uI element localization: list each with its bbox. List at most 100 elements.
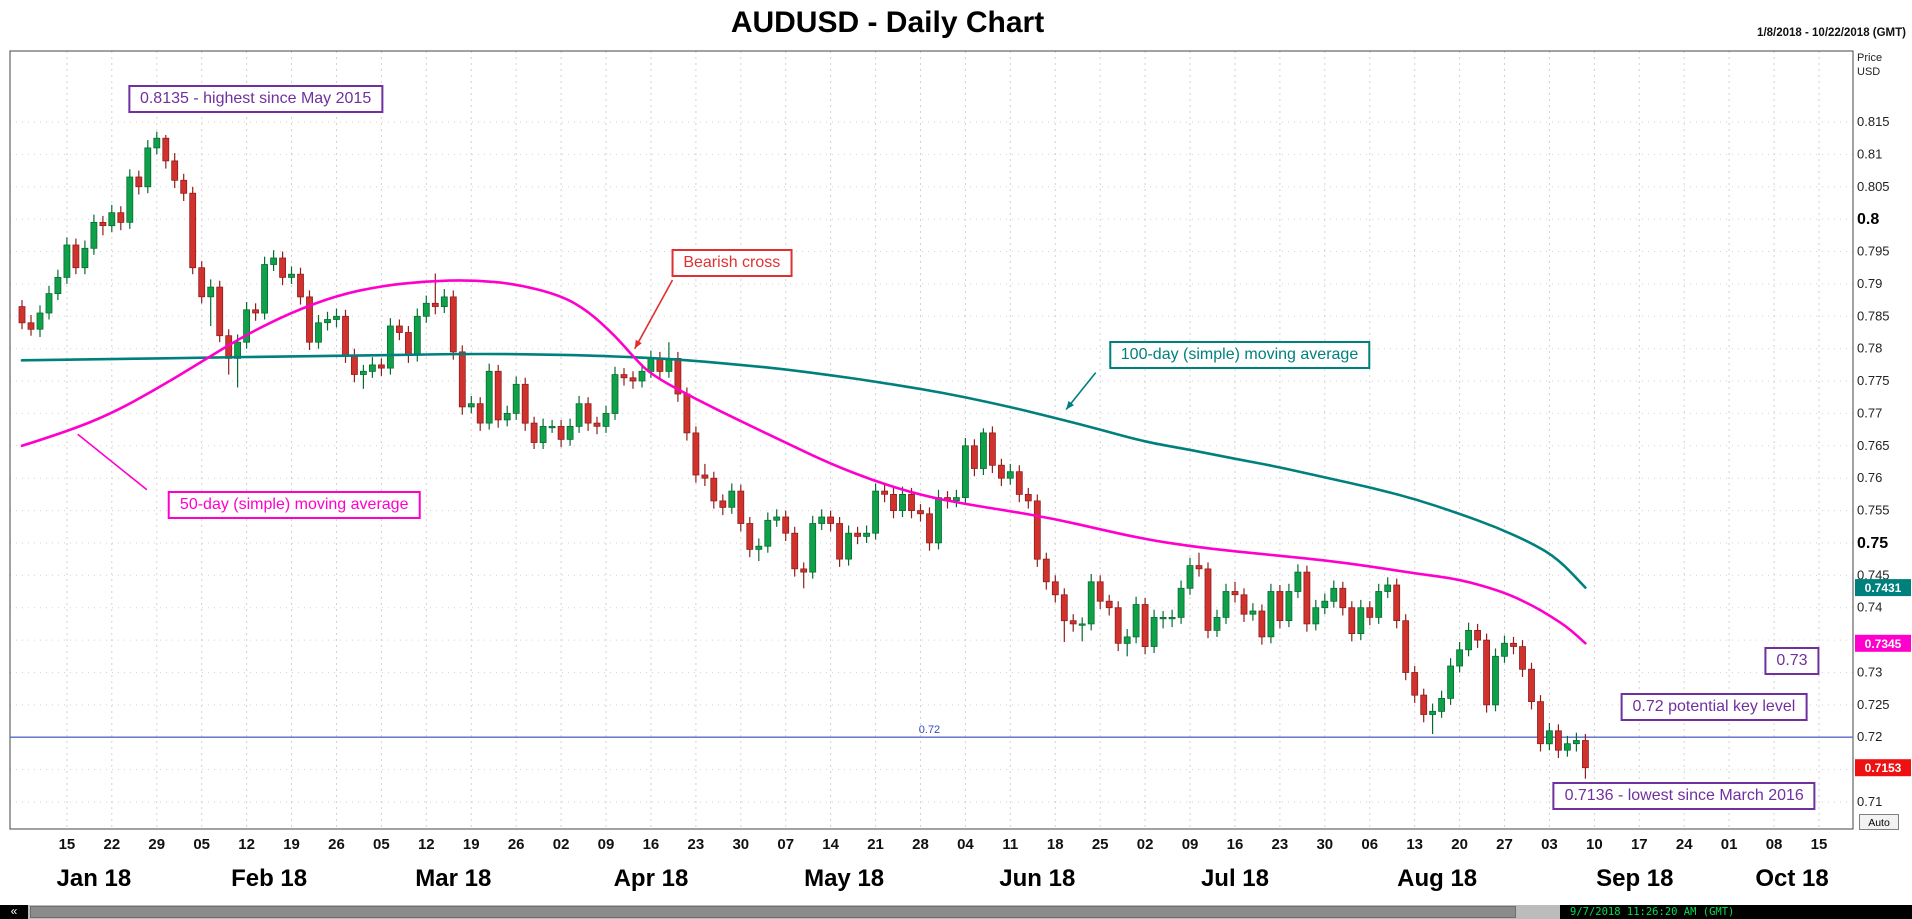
svg-text:27: 27 (1496, 836, 1513, 853)
candle (1222, 583, 1230, 624)
candle (1069, 614, 1077, 632)
status-timestamp: 9/7/2018 11:26:20 AM (GMT) (1560, 905, 1912, 919)
candle (1339, 581, 1347, 616)
candle (566, 418, 574, 446)
candle (926, 507, 933, 551)
candle (1249, 603, 1257, 621)
svg-text:Jan 18: Jan 18 (57, 865, 132, 892)
svg-text:Sep 18: Sep 18 (1596, 865, 1673, 892)
annotation-lowest[interactable]: 0.7136 - lowest since March 2016 (1552, 782, 1816, 811)
candle (1114, 601, 1122, 652)
ma100-line[interactable] (20, 352, 1587, 589)
svg-text:19: 19 (463, 836, 480, 853)
candle (1537, 695, 1544, 752)
annotation-level-073[interactable]: 0.73 (1764, 646, 1820, 675)
price-axis: 0.815 0.81 0.805 0.8 0.795 0.79 0.785 0.78 0.775… (1857, 114, 1890, 809)
candle (108, 204, 116, 233)
candle (1087, 574, 1095, 631)
candle (890, 487, 897, 519)
svg-text:0.7345: 0.7345 (1865, 637, 1902, 651)
candle (1024, 487, 1032, 509)
svg-text:03: 03 (1541, 836, 1558, 853)
svg-text:09: 09 (598, 836, 615, 853)
candle (854, 526, 861, 545)
svg-text:24: 24 (1676, 836, 1693, 853)
candle (1348, 601, 1356, 642)
svg-text:06: 06 (1361, 836, 1378, 853)
candle (368, 357, 376, 378)
candle (782, 510, 790, 541)
svg-text:0.77: 0.77 (1857, 405, 1882, 420)
annotation-ma100-label[interactable]: 100-day (simple) moving average (1108, 341, 1371, 370)
ma50-line[interactable] (20, 279, 1587, 645)
svg-text:0.73: 0.73 (1857, 664, 1882, 679)
grid-layer (10, 51, 1853, 829)
candle (440, 289, 448, 313)
candle (90, 214, 98, 255)
svg-text:23: 23 (688, 836, 705, 853)
candle (827, 510, 834, 532)
svg-text:0.78: 0.78 (1857, 341, 1882, 356)
candle (512, 376, 520, 420)
candle (557, 419, 565, 448)
candle (99, 215, 107, 236)
svg-text:0.725: 0.725 (1857, 697, 1890, 712)
candle (54, 269, 62, 301)
scrollbar-thumb[interactable] (30, 906, 1517, 918)
candle (467, 395, 475, 414)
candle (395, 319, 403, 341)
candle (1429, 703, 1436, 734)
candle (1186, 557, 1194, 595)
last-price-tag: 0.7153 (1855, 759, 1911, 777)
candle (189, 186, 197, 275)
candle (126, 169, 134, 229)
candle (1402, 614, 1410, 681)
candle (324, 311, 331, 331)
candle (1015, 465, 1023, 503)
svg-text:0.7431: 0.7431 (1865, 581, 1902, 595)
candle (809, 515, 817, 579)
axis-unit-price: Price (1857, 52, 1883, 64)
auto-scale-button[interactable]: Auto (1859, 814, 1899, 830)
annotation-ma50-label[interactable]: 50-day (simple) moving average (167, 490, 421, 519)
svg-text:12: 12 (238, 836, 255, 853)
candle (162, 135, 170, 169)
annotation-bearish-cross[interactable]: Bearish cross (671, 249, 793, 278)
candle (1555, 724, 1562, 758)
candle (252, 303, 260, 321)
svg-text:13: 13 (1406, 836, 1423, 853)
svg-text:Feb 18: Feb 18 (231, 865, 307, 892)
svg-text:Apr 18: Apr 18 (614, 865, 689, 892)
candle (386, 318, 394, 375)
svg-text:0.74: 0.74 (1857, 600, 1882, 615)
candle (333, 308, 340, 328)
horizontal-scrollbar: « 9/7/2018 11:26:20 AM (GMT) (0, 905, 1912, 919)
ma50-value-tag: 0.7345 (1855, 634, 1911, 652)
candle (135, 170, 143, 195)
candle (198, 261, 206, 304)
candle (1483, 633, 1490, 713)
scrollbar-track[interactable] (28, 905, 1560, 919)
svg-text:01: 01 (1721, 836, 1738, 853)
scroll-left-button[interactable]: « (0, 905, 28, 919)
candle (1285, 583, 1293, 628)
candle (710, 471, 718, 509)
annotation-highest[interactable]: 0.8135 - highest since May 2015 (127, 84, 384, 113)
support-line-072[interactable]: 0.72 (10, 724, 1853, 738)
candle (1141, 598, 1149, 655)
candle (171, 153, 179, 189)
candle (180, 173, 188, 201)
candle (539, 418, 547, 449)
candle (764, 512, 772, 553)
candle (315, 315, 322, 349)
annotation-level-072[interactable]: 0.72 potential key level (1620, 692, 1808, 721)
candle (611, 366, 619, 420)
svg-text:07: 07 (777, 836, 794, 853)
svg-text:15: 15 (1811, 836, 1828, 853)
candle (800, 562, 808, 589)
candle (548, 419, 556, 433)
svg-text:0.71: 0.71 (1857, 794, 1882, 809)
